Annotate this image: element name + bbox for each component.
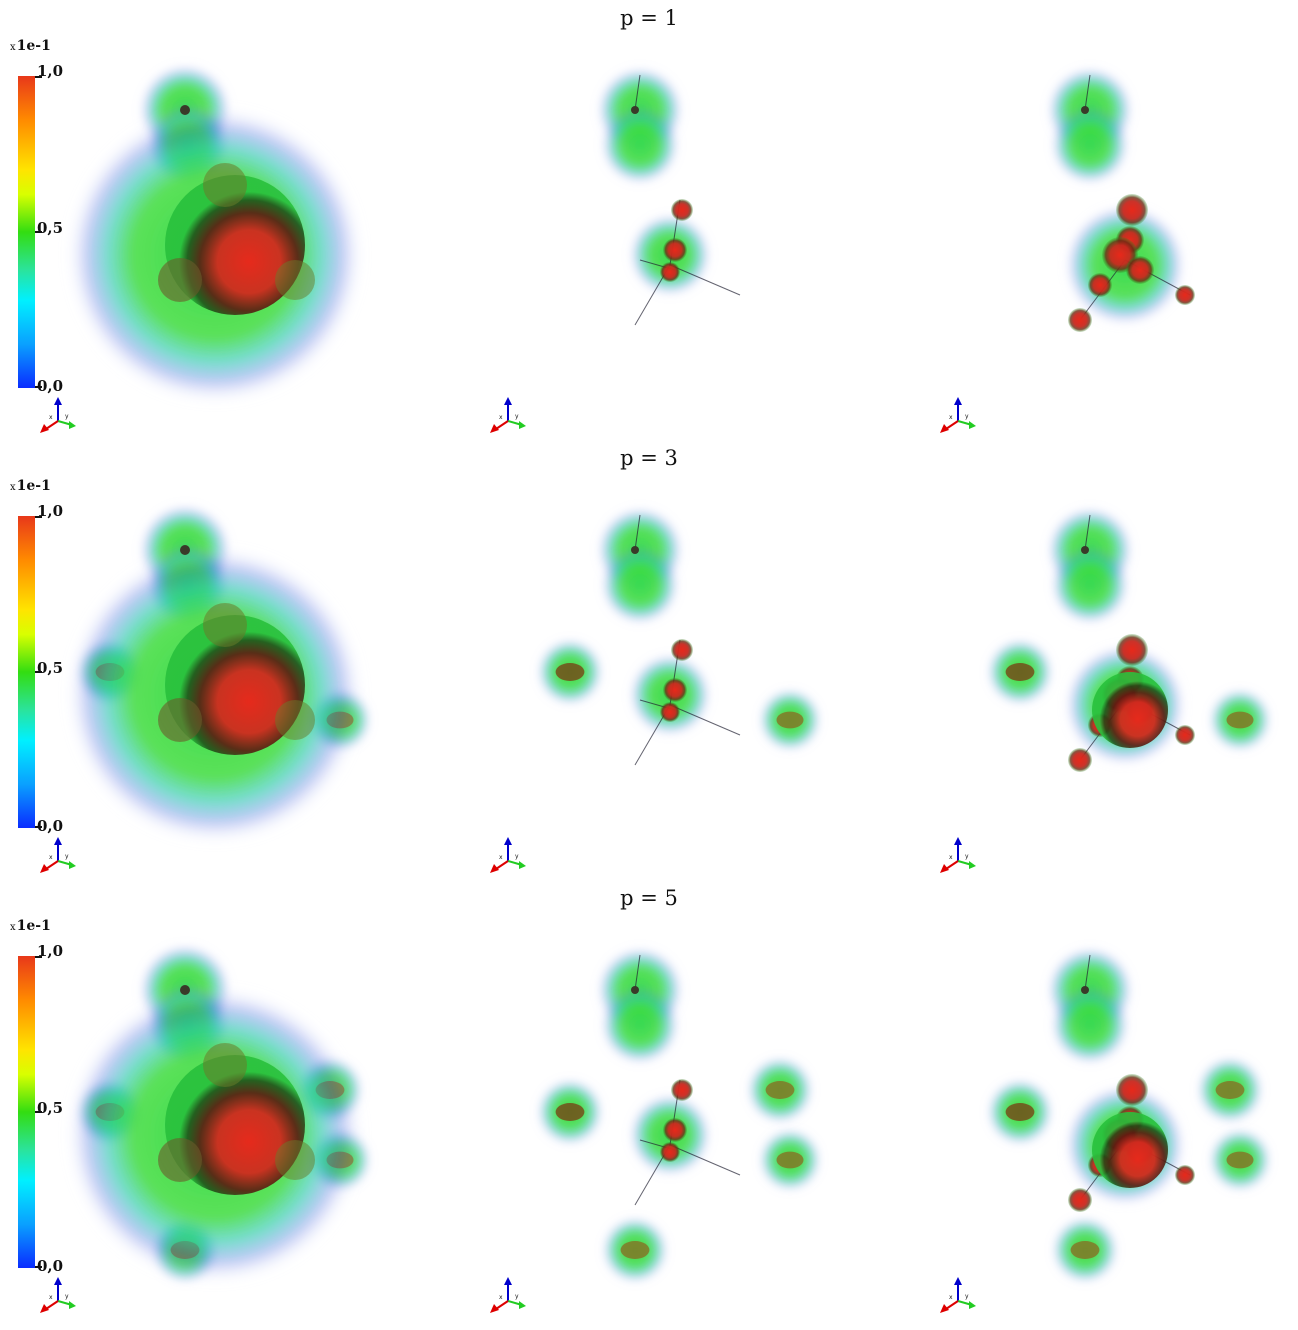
row-title: p = 1 bbox=[620, 6, 678, 30]
volume-render bbox=[988, 508, 1270, 772]
volume-render bbox=[65, 945, 370, 1285]
volume-render bbox=[988, 948, 1270, 1282]
row-title: p = 5 bbox=[620, 886, 678, 910]
colorbar-min-label: 0,0 bbox=[37, 377, 64, 395]
colorbar-mid-label: 0,5 bbox=[37, 1099, 64, 1117]
volume-render bbox=[598, 68, 741, 326]
colorbar-gradient bbox=[18, 76, 35, 388]
svg-text:x: x bbox=[49, 414, 53, 421]
svg-text:y: y bbox=[65, 1293, 69, 1300]
colorbar-multiplier: x1e-1 bbox=[10, 478, 51, 494]
svg-text:x: x bbox=[949, 1294, 953, 1301]
colorbar-max-label: 1,0 bbox=[37, 942, 64, 960]
svg-text:y: y bbox=[515, 413, 519, 420]
volume-render bbox=[538, 948, 820, 1282]
volume-render bbox=[65, 65, 365, 405]
svg-text:y: y bbox=[965, 413, 969, 420]
svg-text:x: x bbox=[499, 414, 503, 421]
colorbar-min-label: 0,0 bbox=[37, 1257, 64, 1275]
svg-text:x: x bbox=[499, 854, 503, 861]
colorbar-min-label: 0,0 bbox=[37, 817, 64, 835]
colorbar-mid-label: 0,5 bbox=[37, 219, 64, 237]
volume-render bbox=[1048, 68, 1195, 332]
volume-render bbox=[538, 508, 820, 766]
colorbar: x1e-1 1,0 0,5 0,0 bbox=[10, 918, 70, 1275]
colorbar-max-label: 1,0 bbox=[37, 62, 64, 80]
svg-text:y: y bbox=[65, 413, 69, 420]
svg-text:y: y bbox=[965, 853, 969, 860]
colorbar-multiplier: x1e-1 bbox=[10, 918, 51, 934]
volume-render bbox=[65, 505, 370, 845]
svg-text:y: y bbox=[65, 853, 69, 860]
colorbar-multiplier: x1e-1 bbox=[10, 38, 51, 54]
colorbar: x1e-1 1,0 0,5 0,0 bbox=[10, 38, 70, 395]
colorbar-max-label: 1,0 bbox=[37, 502, 64, 520]
colorbar-gradient bbox=[18, 956, 35, 1268]
svg-text:x: x bbox=[949, 414, 953, 421]
svg-text:x: x bbox=[949, 854, 953, 861]
row-title: p = 3 bbox=[620, 446, 678, 470]
svg-text:x: x bbox=[499, 1294, 503, 1301]
colorbar-mid-label: 0,5 bbox=[37, 659, 64, 677]
svg-text:y: y bbox=[515, 853, 519, 860]
svg-text:y: y bbox=[965, 1293, 969, 1300]
colorbar: x1e-1 1,0 0,5 0,0 bbox=[10, 478, 70, 835]
colorbar-gradient bbox=[18, 516, 35, 828]
svg-text:x: x bbox=[49, 1294, 53, 1301]
svg-text:x: x bbox=[49, 854, 53, 861]
svg-text:y: y bbox=[515, 1293, 519, 1300]
